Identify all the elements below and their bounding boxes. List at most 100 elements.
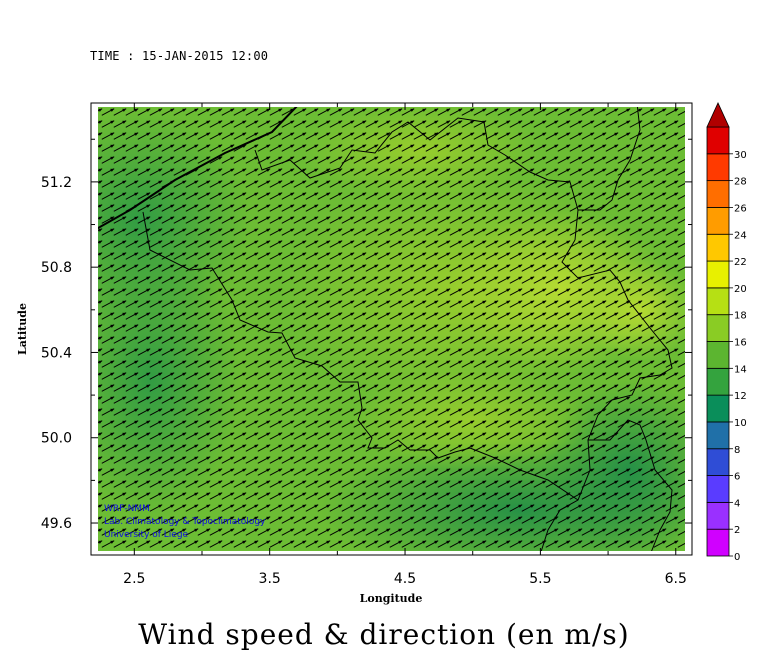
wind-arrow	[185, 456, 199, 464]
wind-arrow	[233, 324, 247, 332]
wind-arrow	[269, 180, 283, 188]
wind-arrow	[449, 300, 463, 308]
wind-arrow	[641, 444, 655, 452]
wind-arrow	[605, 444, 619, 452]
wind-arrow	[605, 276, 619, 284]
wind-arrow	[485, 300, 499, 308]
colorbar-tick-label: 24	[734, 230, 747, 241]
wind-arrow	[209, 408, 223, 416]
wind-arrow	[425, 336, 439, 344]
wind-arrow	[581, 468, 595, 476]
wind-arrow	[557, 396, 571, 404]
wind-arrow	[341, 132, 355, 140]
wind-arrow	[617, 480, 631, 488]
wind-arrow	[305, 480, 319, 488]
wind-arrow	[149, 348, 163, 356]
wind-arrow	[293, 144, 307, 152]
wind-arrow	[401, 252, 415, 260]
wind-arrow	[605, 348, 619, 356]
wind-arrow	[113, 480, 127, 488]
wind-arrow	[665, 240, 679, 248]
wind-arrow	[569, 540, 583, 548]
wind-arrow	[305, 312, 319, 320]
wind-arrow	[317, 216, 331, 224]
wind-arrow	[389, 480, 403, 488]
wind-arrow	[209, 180, 223, 188]
wind-arrow	[113, 264, 127, 272]
wind-arrow	[377, 132, 391, 140]
wind-arrow	[413, 504, 427, 512]
wind-arrow	[365, 300, 379, 308]
wind-arrow	[233, 420, 247, 428]
wind-arrow	[437, 240, 451, 248]
wind-arrow	[209, 384, 223, 392]
wind-arrow	[149, 108, 163, 116]
wind-arrow	[425, 444, 439, 452]
wind-arrow	[317, 324, 331, 332]
wind-arrow	[353, 204, 367, 212]
wind-arrow	[161, 480, 175, 488]
wind-arrow	[185, 252, 199, 260]
wind-arrow	[665, 480, 679, 488]
wind-arrow	[581, 396, 595, 404]
wind-arrow	[533, 420, 547, 428]
wind-arrow	[101, 192, 115, 200]
wind-arrow	[233, 456, 247, 464]
wind-arrow	[389, 408, 403, 416]
wind-arrow	[569, 456, 583, 464]
wind-arrow	[317, 444, 331, 452]
wind-arrow	[545, 372, 559, 380]
wind-arrow	[173, 252, 187, 260]
wind-arrow	[629, 456, 643, 464]
wind-arrow	[617, 180, 631, 188]
wind-arrow	[389, 348, 403, 356]
wind-arrow	[581, 336, 595, 344]
wind-arrow	[113, 408, 127, 416]
wind-arrow	[473, 372, 487, 380]
wind-arrow	[125, 420, 139, 428]
wind-arrow	[557, 528, 571, 536]
wind-arrow	[509, 384, 523, 392]
wind-arrow	[257, 120, 271, 128]
wind-arrow	[353, 228, 367, 236]
wind-arrow	[377, 216, 391, 224]
wind-arrow	[245, 420, 259, 428]
wind-arrow	[293, 132, 307, 140]
wind-arrow	[365, 240, 379, 248]
wind-arrow	[521, 372, 535, 380]
wind-arrow	[497, 120, 511, 128]
wind-arrow	[317, 276, 331, 284]
wind-arrow	[629, 216, 643, 224]
wind-arrow	[653, 324, 667, 332]
wind-arrow	[317, 228, 331, 236]
wind-arrow	[485, 408, 499, 416]
wind-arrow	[485, 192, 499, 200]
wind-arrow	[533, 480, 547, 488]
wind-arrow	[257, 492, 271, 500]
wind-arrow	[293, 432, 307, 440]
wind-arrow	[509, 396, 523, 404]
wind-arrow	[185, 360, 199, 368]
wind-arrow	[293, 492, 307, 500]
wind-arrow	[197, 108, 211, 116]
wind-arrow	[137, 324, 151, 332]
colorbar-tick-label: 30	[734, 150, 747, 161]
wind-arrow	[341, 108, 355, 116]
wind-arrow	[473, 384, 487, 392]
wind-arrow	[257, 312, 271, 320]
wind-arrow	[269, 420, 283, 428]
wind-arrow	[353, 192, 367, 200]
wind-arrow	[173, 168, 187, 176]
wind-arrow	[365, 108, 379, 116]
wind-arrow	[317, 420, 331, 428]
wind-arrow	[425, 120, 439, 128]
wind-arrow	[641, 348, 655, 356]
wind-arrow	[137, 228, 151, 236]
x-tick-label: 3.5	[259, 571, 281, 587]
wind-arrow	[329, 384, 343, 392]
wind-arrow	[437, 108, 451, 116]
wind-arrow	[509, 240, 523, 248]
wind-arrow	[641, 516, 655, 524]
wind-arrow	[221, 252, 235, 260]
